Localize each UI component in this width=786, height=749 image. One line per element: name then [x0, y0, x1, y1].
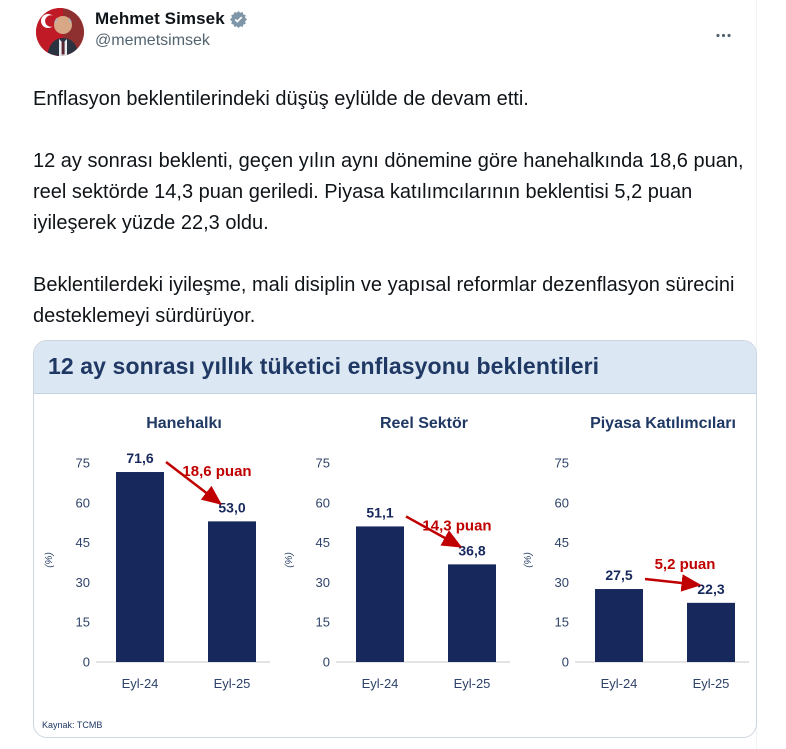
y-axis-label: (%) [284, 552, 295, 568]
y-tick-label: 30 [76, 575, 90, 590]
bar-value-label: 27,5 [605, 567, 632, 583]
bar [208, 521, 257, 662]
tweet-text: Enflasyon beklentilerindeki düşüş eylüld… [33, 84, 746, 332]
y-tick-label: 0 [83, 655, 90, 670]
x-category-label: Eyl-25 [453, 676, 490, 691]
more-button[interactable] [706, 18, 740, 52]
bar-value-label: 51,1 [366, 504, 393, 520]
chart-panels: Hanehalkı 0 15 30 45 60 75 (%) 71,6 Eyl-24 53,0 Eyl… [34, 394, 756, 720]
chart-source: Kaynak: TCMB [42, 720, 103, 730]
tweet-header: Mehmet Simsek @memetsimsek [36, 8, 748, 56]
y-axis-label: (%) [44, 552, 55, 568]
panel-title: Reel Sektör [379, 415, 467, 432]
y-tick-label: 75 [554, 456, 568, 471]
x-category-label: Eyl-24 [122, 676, 159, 691]
y-tick-label: 45 [76, 535, 90, 550]
y-tick-label: 60 [315, 495, 329, 510]
chart-panel: Reel Sektör 0 15 30 45 60 75 (%) 51,1 Eyl-24 36,8 E… [284, 415, 510, 691]
verified-badge-icon [229, 10, 247, 29]
y-tick-label: 15 [554, 615, 568, 630]
author-display-name[interactable]: Mehmet Simsek [95, 9, 225, 28]
decline-arrow [404, 515, 462, 548]
y-tick-label: 30 [315, 575, 329, 590]
x-category-label: Eyl-25 [692, 676, 729, 691]
y-tick-label: 15 [315, 615, 329, 630]
y-tick-label: 0 [562, 655, 569, 670]
decline-arrow [644, 574, 702, 592]
author-handle[interactable]: @memetsimsek [95, 32, 210, 49]
tweet-paragraph: Enflasyon beklentilerindeki düşüş eylüld… [33, 88, 529, 110]
delta-label: 14,3 puan [422, 517, 491, 534]
tweet-paragraph: Beklentilerdeki iyileşme, mali disiplin … [33, 274, 735, 327]
bar [355, 526, 404, 662]
x-category-label: Eyl-25 [214, 676, 251, 691]
x-category-label: Eyl-24 [361, 676, 398, 691]
chart-media-card[interactable]: 12 ay sonrası yıllık tüketici enflasyonu… [33, 340, 757, 738]
x-category-label: Eyl-24 [600, 676, 637, 691]
bar-value-label: 22,3 [697, 581, 724, 597]
y-tick-label: 30 [554, 575, 568, 590]
y-tick-label: 15 [76, 615, 90, 630]
avatar-image [36, 8, 84, 56]
chart-panel: Hanehalkı 0 15 30 45 60 75 (%) 71,6 Eyl-24 53,0 Eyl… [44, 415, 271, 691]
avatar[interactable] [36, 8, 84, 56]
author-names: Mehmet Simsek @memetsimsek [95, 9, 248, 50]
y-tick-label: 45 [315, 535, 329, 550]
y-tick-label: 75 [76, 456, 90, 471]
delta-label: 5,2 puan [654, 556, 715, 573]
bar-value-label: 53,0 [219, 499, 246, 515]
bar [447, 564, 496, 662]
three-dots-icon [715, 33, 731, 37]
bar-value-label: 36,8 [458, 542, 485, 558]
delta-label: 18,6 puan [183, 463, 252, 480]
y-tick-label: 60 [554, 495, 568, 510]
chart-panel: Piyasa Katılımcıları 0 15 30 45 60 75 (%) 27,5 Ey… [523, 415, 749, 691]
panel-title: Piyasa Katılımcıları [590, 415, 736, 432]
bar-value-label: 71,6 [127, 450, 154, 466]
y-tick-label: 45 [554, 535, 568, 550]
bar [594, 589, 643, 662]
y-tick-label: 75 [315, 456, 329, 471]
panel-title: Hanehalkı [146, 415, 222, 432]
decline-arrow [165, 461, 223, 505]
bar [116, 472, 165, 662]
bar [686, 602, 735, 662]
y-axis-label: (%) [523, 552, 534, 568]
chart-title: 12 ay sonrası yıllık tüketici enflasyonu… [34, 341, 756, 394]
y-tick-label: 0 [322, 655, 329, 670]
tweet-paragraph: 12 ay sonrası beklenti, geçen yılın aynı… [33, 150, 744, 234]
y-tick-label: 60 [76, 495, 90, 510]
